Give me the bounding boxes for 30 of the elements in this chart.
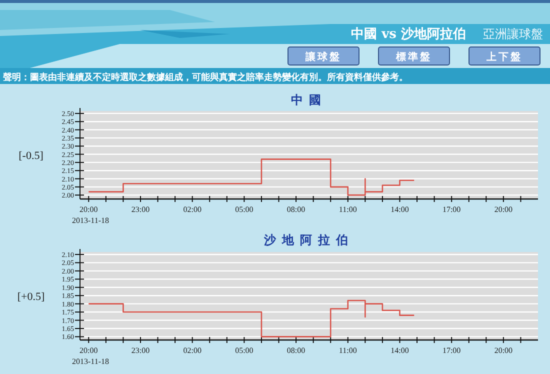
chart-title: 沙地阿拉伯 — [263, 233, 354, 247]
x-tick-label: 17:00 — [442, 205, 461, 214]
x-tick-label: 05:00 — [235, 346, 254, 355]
text: 中國 vs 沙地阿拉伯 — [351, 27, 466, 42]
text: 2013-11-18 — [72, 216, 110, 225]
x-tick-label: 20:00 — [80, 205, 98, 214]
y-axis-title: [+0.5] — [17, 291, 45, 303]
text: 亞洲讓球盤 — [483, 27, 543, 41]
x-tick-label: 14:00 — [390, 346, 409, 355]
text: 上下盤 — [486, 51, 522, 63]
x-tick-label: 11:00 — [338, 205, 357, 214]
x-tick-label: 14:00 — [390, 205, 409, 214]
x-tick-label: 23:00 — [131, 205, 150, 214]
x-tick-label: 11:00 — [338, 346, 357, 355]
x-tick-label: 20:00 — [494, 346, 513, 355]
x-tick-label: 02:00 — [183, 346, 202, 355]
x-tick-label: 23:00 — [131, 346, 150, 355]
text: 標準盤 — [395, 51, 432, 63]
x-tick-label: 08:00 — [286, 346, 306, 355]
text: 2013-11-18 — [72, 357, 110, 366]
chart-title: 中國 — [291, 93, 327, 107]
x-tick-label: 08:00 — [286, 205, 306, 214]
x-tick-label: 20:00 — [494, 205, 513, 214]
text: 讓球盤 — [304, 51, 342, 63]
y-axis-title: [-0.5] — [18, 150, 44, 162]
x-tick-label: 20:00 — [80, 346, 98, 355]
text: 聲明：圖表由非連續及不定時選取之數據組成，可能與真實之賠率走勢變化有別。所有資料僅供參考。 — [2, 72, 408, 83]
x-tick-label: 02:00 — [183, 205, 202, 214]
x-tick-label: 17:00 — [442, 346, 461, 355]
x-tick-label: 05:00 — [235, 205, 254, 214]
